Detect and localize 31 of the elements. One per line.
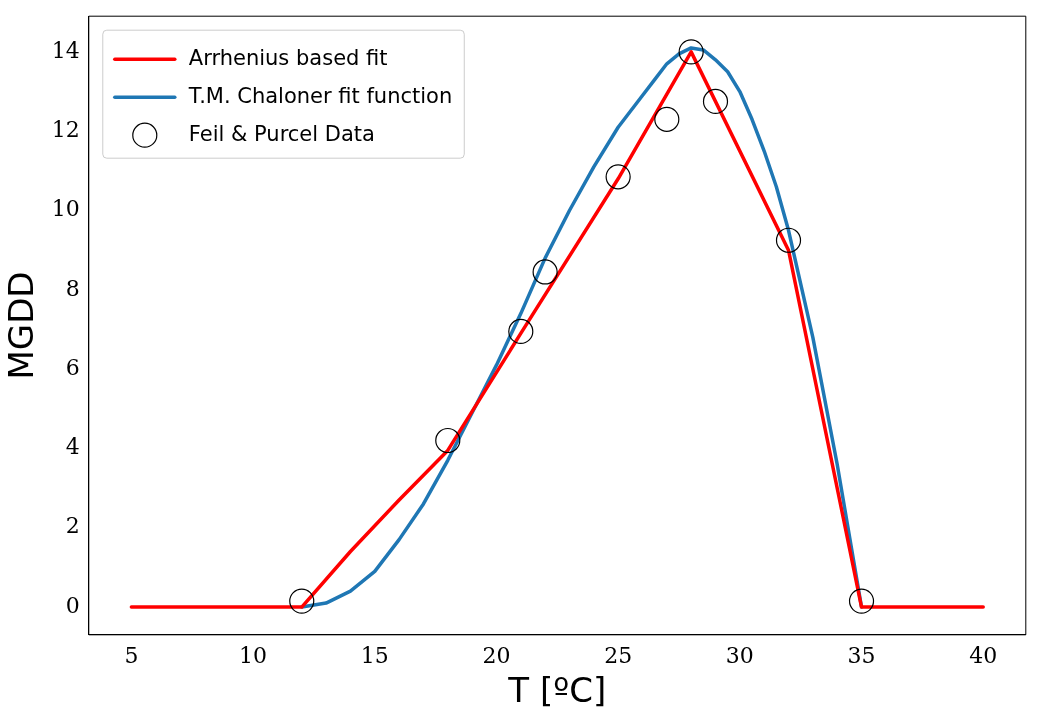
x-tick-label: 25 (604, 642, 633, 668)
point (605, 164, 631, 190)
legend-label: Feil & Purcel Data (188, 121, 375, 146)
point (678, 39, 704, 65)
y-axis-title: MGDD (1, 271, 42, 380)
x-tick-label: 10 (239, 642, 268, 668)
x-tick-label: 20 (482, 642, 511, 668)
y-tick-label: 8 (65, 275, 80, 301)
point (775, 227, 802, 253)
legend-label: Arrhenius based fit (188, 45, 388, 70)
point (848, 588, 875, 614)
point (702, 88, 729, 115)
y-tick-label: 12 (51, 116, 80, 142)
y-tick-label: 2 (65, 513, 80, 539)
x-tick-label: 40 (969, 642, 998, 668)
y-tick-label: 4 (65, 434, 80, 460)
point (508, 318, 534, 345)
x-tick-label: 35 (847, 642, 876, 668)
y-tick-label: 10 (51, 196, 80, 222)
point (435, 427, 461, 454)
y-tick-label: 0 (65, 592, 80, 618)
x-tick-label: 5 (124, 642, 139, 668)
x-tick-label: 15 (360, 642, 389, 668)
y-tick-label: 6 (65, 354, 80, 380)
y-tick-label: 14 (51, 37, 80, 63)
x-axis-title: T [ºC] (507, 670, 607, 711)
legend-label: T.M. Chaloner fit function (187, 83, 453, 108)
x-tick-label: 30 (725, 642, 754, 668)
point (654, 106, 680, 132)
point (289, 588, 315, 614)
point (532, 259, 558, 285)
